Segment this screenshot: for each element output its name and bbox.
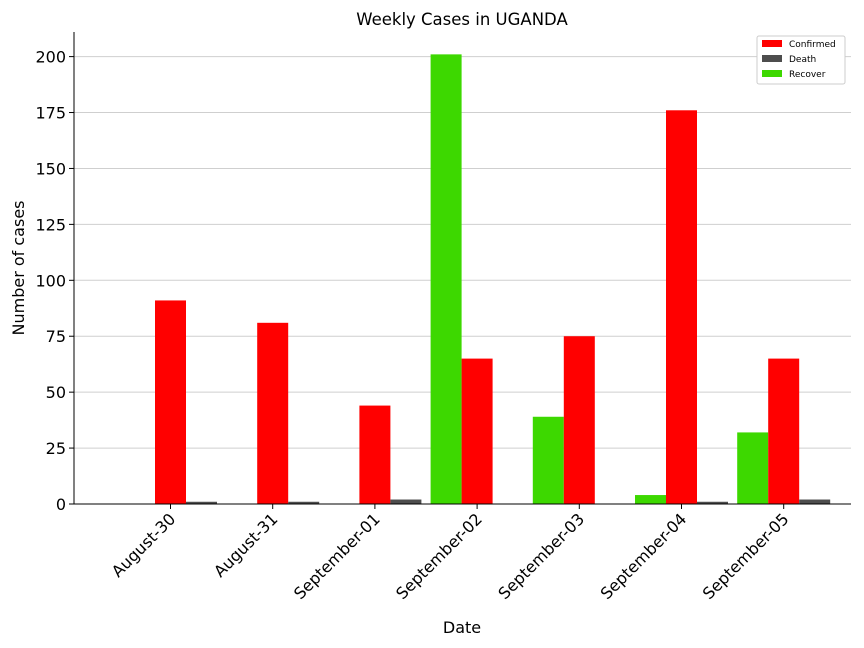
bar [186,501,217,504]
bar [666,110,697,505]
y-tick-label: 150 [35,159,66,178]
bar [737,432,769,504]
legend-swatch [762,70,782,77]
bar [768,358,800,504]
bar [359,405,391,504]
x-axis-ticks: August-30 August-31 September-01 September-… [108,504,793,603]
y-tick-label: 125 [35,215,66,234]
bar [532,416,564,504]
bar [563,336,595,504]
x-tick-label: September-02 [392,509,486,603]
x-tick-label: September-04 [597,509,691,603]
bar [430,54,462,505]
y-tick-label: 25 [46,439,66,458]
legend-swatch [762,40,782,47]
bar [288,501,320,504]
legend-swatch [762,55,782,62]
y-axis-title: Number of cases [9,201,28,336]
x-tick-label: September-01 [290,509,384,603]
y-tick-label: 0 [56,495,66,514]
chart-title: Weekly Cases in UGANDA [356,10,568,29]
x-tick-label: September-05 [699,509,793,603]
y-tick-label: 175 [35,104,66,123]
legend-label: Confirmed [789,40,836,50]
y-tick-label: 100 [35,271,66,290]
x-axis-title: Date [443,618,481,637]
legend-label: Recover [789,70,826,80]
x-tick-label: August-30 [108,509,180,581]
bar [390,499,422,504]
bar [799,499,831,504]
bar [697,501,728,504]
gridlines [74,56,851,449]
bar [257,322,289,504]
bar [635,495,666,504]
y-tick-label: 50 [46,383,66,402]
y-tick-label: 75 [46,327,66,346]
y-tick-label: 200 [35,48,66,67]
legend-label: Death [789,55,816,65]
legend: Confirmed Death Recover [756,35,846,85]
x-tick-label: September-03 [494,509,588,603]
bars [155,54,831,505]
bar [461,358,493,504]
bar [155,300,186,504]
axes [73,32,851,505]
x-tick-label: August-31 [210,509,282,581]
y-axis-ticks: 0 25 50 75 100 125 150 175 200 [35,48,74,514]
